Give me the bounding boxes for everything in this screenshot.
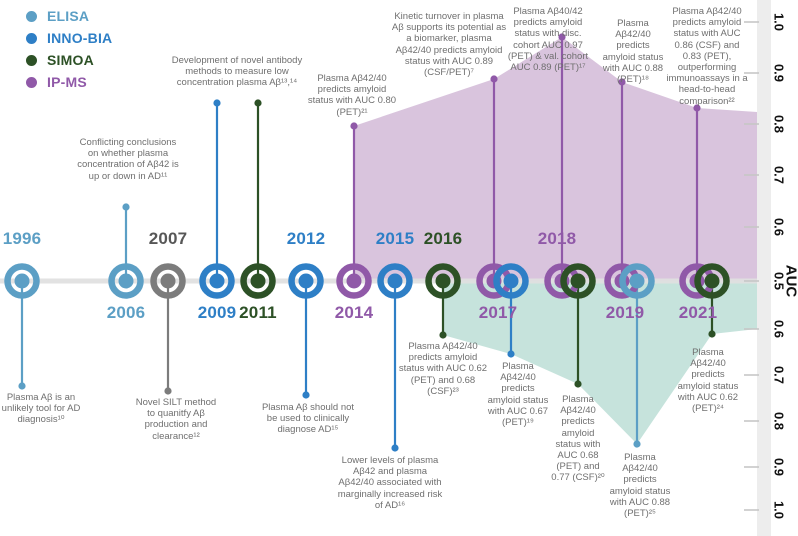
legend-item-ip-ms[interactable]: IP-MS — [26, 74, 112, 90]
milestone-ring-2011-SIMOA[interactable] — [240, 263, 276, 299]
note-dot-ref16 — [391, 444, 399, 452]
legend-item-inno-bia[interactable]: INNO-BIA — [26, 30, 112, 46]
milestone-ring-2007-other[interactable] — [150, 263, 186, 299]
assay-legend: ELISA INNO-BIA SIMOA IP-MS — [26, 8, 112, 90]
legend-label-elisa: ELISA — [47, 8, 90, 24]
milestone-dot-2018-SIMOA — [570, 273, 586, 289]
note-dot-ref15 — [302, 391, 310, 399]
milestone-dot-2006-ELISA — [118, 273, 134, 289]
note-dot-ref24 — [708, 330, 716, 338]
axis-tick-label: 0.5 — [772, 272, 787, 290]
immunoassay-auc-band — [443, 281, 757, 444]
milestone-ring-2006-ELISA[interactable] — [108, 263, 144, 299]
axis-tick-label: 0.9 — [772, 64, 787, 82]
milestone-dot-2012-INNO-BIA — [298, 273, 314, 289]
note-dot-ref11 — [122, 203, 130, 211]
axis-tick-label: 0.6 — [772, 320, 787, 338]
milestone-dot-2007-other — [160, 273, 176, 289]
note-dot-ref17 — [558, 33, 566, 41]
milestone-ring-1996-ELISA[interactable] — [4, 263, 40, 299]
axis-tick-label: 0.7 — [772, 166, 787, 184]
legend-ring-icon-inno-bia — [26, 32, 37, 44]
note-dot-ref19 — [507, 350, 515, 358]
note-dot-ref13-14 — [254, 99, 262, 107]
note-dot-ref13-14 — [213, 99, 221, 107]
milestone-ring-2017-INNO-BIA[interactable] — [493, 263, 529, 299]
axis-tick-label: 1.0 — [772, 13, 787, 31]
auc-axis-bar — [757, 0, 771, 536]
milestone-ring-2009-INNO-BIA[interactable] — [199, 263, 235, 299]
note-dot-ref7 — [490, 75, 498, 83]
milestone-dot-2016-SIMOA — [435, 273, 451, 289]
legend-dot-icon-inno-bia — [27, 34, 36, 42]
milestone-dot-2017-INNO-BIA — [503, 273, 519, 289]
milestone-ring-2014-IP-MS[interactable] — [336, 263, 372, 299]
legend-item-elisa[interactable]: ELISA — [26, 8, 112, 24]
legend-ring-icon-simoa — [26, 54, 37, 66]
milestone-dot-2019-ELISA — [629, 273, 645, 289]
milestone-ring-2012-INNO-BIA[interactable] — [288, 263, 324, 299]
note-dot-ref10 — [18, 382, 26, 390]
legend-dot-icon-simoa — [27, 56, 36, 64]
milestone-dot-2021-SIMOA — [704, 273, 720, 289]
legend-label-inno-bia: INNO-BIA — [47, 30, 113, 46]
milestone-ring-2016-SIMOA[interactable] — [425, 263, 461, 299]
milestone-ring-2015-INNO-BIA[interactable] — [377, 263, 413, 299]
axis-tick-label: 0.7 — [772, 366, 787, 384]
note-dot-ref23 — [439, 331, 447, 339]
milestone-dot-2011-SIMOA — [250, 273, 266, 289]
axis-tick-label: 0.9 — [772, 458, 787, 476]
milestone-dot-1996-ELISA — [14, 273, 30, 289]
note-dot-ref21 — [350, 122, 358, 130]
legend-label-ip-ms: IP-MS — [47, 74, 87, 90]
note-dot-ref18 — [618, 78, 626, 86]
axis-tick-label: 0.8 — [772, 412, 787, 430]
note-dot-ref22 — [693, 104, 701, 112]
milestone-ring-2018-SIMOA[interactable] — [560, 263, 596, 299]
milestone-dot-2015-INNO-BIA — [387, 273, 403, 289]
legend-ring-icon-elisa — [26, 10, 37, 22]
note-dot-ref25 — [633, 440, 641, 448]
milestone-dot-2009-INNO-BIA — [209, 273, 225, 289]
note-dot-ref12 — [164, 387, 172, 395]
milestone-ring-2019-ELISA[interactable] — [619, 263, 655, 299]
legend-label-simoa: SIMOA — [47, 52, 94, 68]
milestone-ring-2021-SIMOA[interactable] — [694, 263, 730, 299]
note-dot-ref20 — [574, 380, 582, 388]
legend-ring-icon-ip-ms — [26, 76, 37, 88]
legend-item-simoa[interactable]: SIMOA — [26, 52, 112, 68]
auc-axis-title: AUC — [783, 265, 798, 298]
axis-tick-label: 0.6 — [772, 218, 787, 236]
axis-tick-label: 1.0 — [772, 501, 787, 519]
legend-dot-icon-ip-ms — [27, 78, 36, 86]
ip-ms-auc-band — [354, 37, 757, 281]
axis-tick-label: 0.8 — [772, 115, 787, 133]
milestone-dot-2014-IP-MS — [346, 273, 362, 289]
legend-dot-icon-elisa — [27, 12, 36, 20]
